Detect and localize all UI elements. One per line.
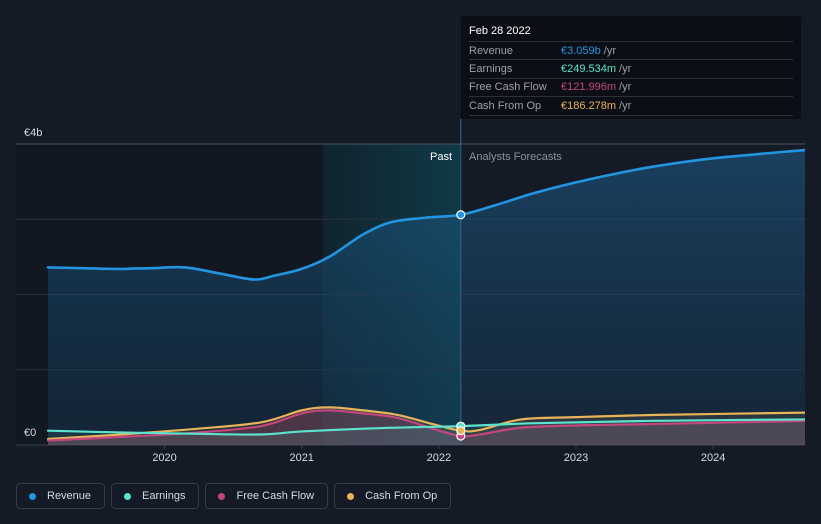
legend-dot-icon <box>218 492 226 500</box>
legend-dot-icon <box>347 492 355 500</box>
earnings-line <box>46 418 805 436</box>
revenue-marker <box>456 210 466 220</box>
y-tick-label-top: €4b <box>24 127 42 139</box>
past-label: Past <box>430 151 452 163</box>
tooltip-label: Revenue <box>469 44 514 57</box>
legend-dot-icon <box>29 492 36 500</box>
tooltip-label: Free Cash Flow <box>469 81 547 94</box>
tooltip-row-free-cash-flow: Free Cash Flow €121.996m /yr <box>469 77 793 96</box>
tooltip-value: €249.534m <box>561 63 617 76</box>
x-tick-label: 2023 <box>564 452 588 464</box>
x-tick-label: 2022 <box>427 452 451 464</box>
revenue-line <box>46 148 805 281</box>
hover-markers <box>456 210 466 441</box>
tooltip-unit: /yr <box>603 44 616 57</box>
x-tick-label: 2024 <box>701 452 725 464</box>
cash-from-op-marker <box>456 426 466 436</box>
tooltip-unit: /yr <box>619 81 632 94</box>
x-tick-label: 2020 <box>152 452 176 464</box>
legend-dot-icon <box>124 492 132 500</box>
x-tick-label: 2021 <box>289 452 313 464</box>
tooltip-row-earnings: Earnings €249.534m /yr <box>469 59 793 77</box>
tooltip-label: Cash From Op <box>469 99 542 112</box>
tooltip-label: Earnings <box>469 63 513 76</box>
tooltip-unit: /yr <box>619 99 632 112</box>
tooltip-value: €186.278m <box>561 99 617 112</box>
tooltip: Feb 28 2022 Revenue €3.059b /yr Earnings… <box>461 16 801 119</box>
tooltip-value: €3.059b <box>561 44 601 57</box>
series-lines <box>46 148 805 442</box>
legend-item-revenue[interactable]: Revenue <box>16 483 106 509</box>
earnings-area <box>48 419 805 445</box>
legend-label: Revenue <box>47 490 92 502</box>
legend-label: Cash From Op <box>365 490 438 502</box>
forecast-label: Analysts Forecasts <box>469 151 562 163</box>
legend-item-earnings[interactable]: Earnings <box>111 483 200 509</box>
tooltip-row-revenue: Revenue €3.059b /yr <box>469 41 793 59</box>
legend-label: Free Cash Flow <box>236 490 315 502</box>
y-tick-label-zero: €0 <box>24 427 36 439</box>
revenue-area <box>48 150 805 445</box>
free-cash-flow-line <box>46 409 805 442</box>
legend-label: Earnings <box>142 490 186 502</box>
legend: Revenue Earnings Free Cash Flow Cash Fro… <box>16 483 457 509</box>
legend-item-free-cash-flow[interactable]: Free Cash Flow <box>205 483 329 509</box>
legend-item-cash-from-op[interactable]: Cash From Op <box>334 483 452 509</box>
tooltip-row-cash-from-op: Cash From Op €186.278m /yr <box>469 96 793 116</box>
cash-from-op-line <box>46 406 805 441</box>
x-axis: 2020 2021 2022 2023 2024 <box>152 445 725 464</box>
tooltip-value: €121.996m <box>561 81 617 94</box>
tooltip-unit: /yr <box>619 63 632 76</box>
tooltip-date: Feb 28 2022 <box>469 25 531 37</box>
